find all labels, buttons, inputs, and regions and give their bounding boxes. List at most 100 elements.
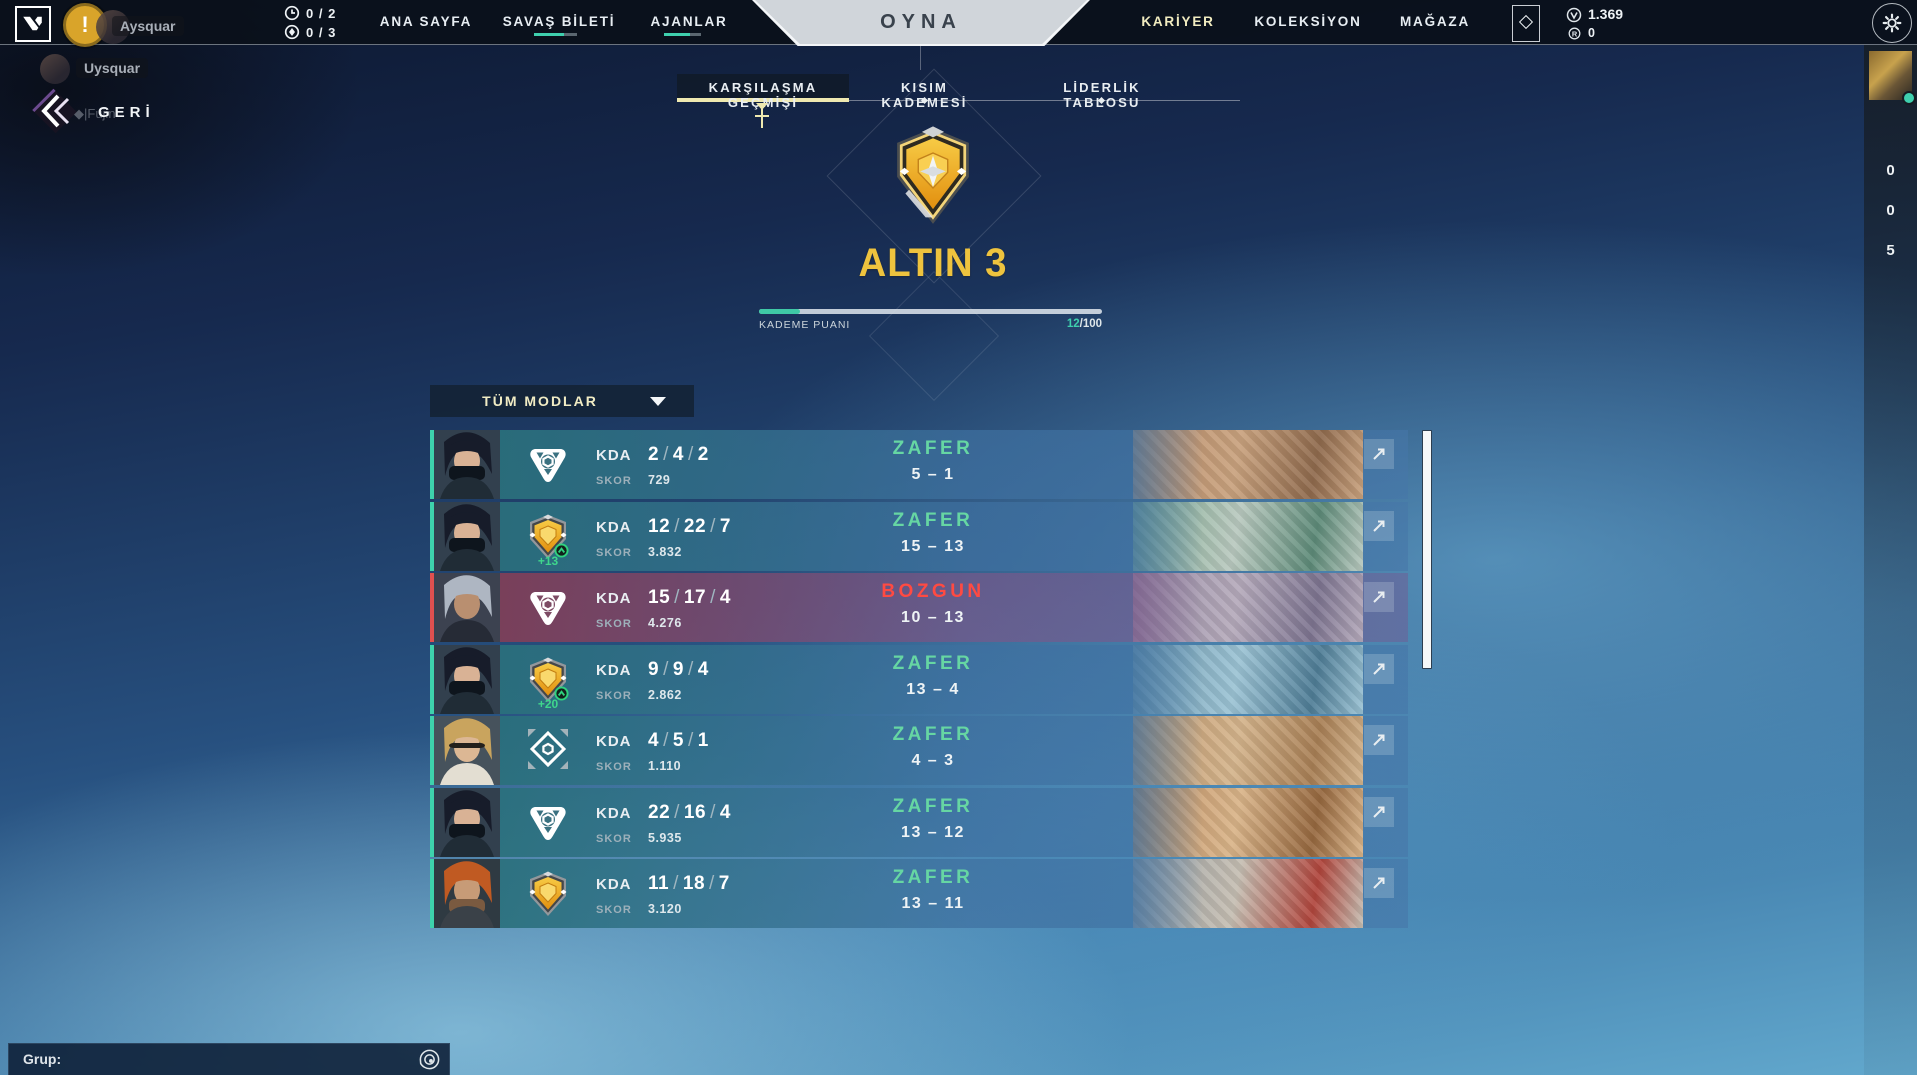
expand-match-button[interactable] (1364, 725, 1394, 755)
expand-match-button[interactable] (1364, 797, 1394, 827)
tab-leaderboard[interactable]: LİDERLİK TABLOSU (1063, 80, 1141, 110)
nav-koleksiyon[interactable]: KOLEKSİYON (1254, 14, 1362, 29)
expand-match-button[interactable] (1364, 868, 1394, 898)
party-bar[interactable]: Grup: (8, 1043, 450, 1075)
result-accent-bar (430, 716, 434, 785)
top-bar: ! Aysquar 0 / 2 0 / 3 ANA SAYFA SAVAŞ Bİ… (0, 0, 1917, 47)
result-accent-bar (430, 573, 434, 642)
target-icon (284, 24, 300, 40)
play-button[interactable]: OYNA (755, 0, 1087, 44)
back-button[interactable]: ◆|Fujin GERİ (30, 88, 230, 138)
expand-match-button[interactable] (1364, 654, 1394, 684)
tab-pointer-bar (755, 115, 769, 117)
card-diamond (1518, 14, 1534, 30)
agent-avatar (434, 788, 500, 857)
match-score: 13 – 12 (901, 824, 965, 841)
tab-selected-bg (677, 74, 849, 101)
nav-savas-bileti[interactable]: SAVAŞ BİLETİ (502, 14, 616, 29)
match-score: 10 – 13 (901, 609, 965, 626)
online-status-dot (1902, 91, 1916, 105)
mode-tri-icon (526, 441, 570, 489)
rank-progress-track (759, 309, 1102, 314)
tab-pointer-stem (761, 109, 763, 128)
mode-filter-label: TÜM MODLAR (482, 393, 598, 409)
match-result: ZAFER (892, 438, 974, 459)
list-scrollbar[interactable] (1422, 430, 1432, 669)
result-accent-bar (430, 859, 434, 928)
map-thumbnail (1133, 502, 1363, 571)
overlay-name-aysquar: Aysquar (112, 16, 184, 36)
map-thumbnail (1133, 716, 1363, 785)
expand-match-button[interactable] (1364, 582, 1394, 612)
player-card-icon[interactable] (1512, 5, 1540, 42)
daily-mission-counter: 0 / 2 (306, 6, 337, 21)
chevron-down-icon (650, 397, 666, 406)
back-label: GERİ (98, 104, 155, 121)
mode-tri-icon (526, 584, 570, 632)
nav-ajanlar[interactable]: AJANLAR (650, 14, 728, 29)
settings-button[interactable] (1872, 3, 1912, 43)
party-label: Grup: (23, 1051, 62, 1067)
match-result: ZAFER (892, 653, 974, 674)
alert-exclamation: ! (81, 12, 89, 37)
agent-avatar (434, 645, 500, 714)
kda-label: KDA (596, 447, 632, 464)
social-count-requests[interactable]: 0 (1886, 202, 1895, 219)
rank-name: ALTIN 3 (858, 241, 1008, 285)
nav-kariyer[interactable]: KARİYER (1141, 14, 1215, 29)
expand-match-button[interactable] (1364, 439, 1394, 469)
match-score: 5 – 1 (911, 466, 955, 483)
social-count-online[interactable]: 0 (1886, 162, 1895, 179)
match-result: ZAFER (892, 510, 974, 531)
valorant-logo[interactable] (15, 6, 51, 42)
match-result: ZAFER (892, 867, 974, 888)
agent-avatar (434, 502, 500, 571)
party-spiral-icon (418, 1048, 441, 1071)
match-score: 15 – 13 (901, 538, 965, 555)
nav-magaza[interactable]: MAĞAZA (1399, 14, 1471, 29)
rank-progress-value: 12/100 (1066, 318, 1102, 330)
rank-progress-label: KADEME PUANI (759, 319, 851, 331)
weekly-mission-counter: 0 / 3 (306, 25, 337, 40)
gear-icon (1882, 13, 1902, 33)
result-accent-bar (430, 430, 434, 499)
match-score: 4 – 3 (911, 752, 955, 769)
tab-pointer-icon (756, 103, 768, 110)
match-result: ZAFER (892, 796, 974, 817)
expand-match-button[interactable] (1364, 511, 1394, 541)
match-score: 13 – 11 (901, 895, 965, 912)
match-score: 13 – 4 (906, 681, 960, 698)
spike-mode-icon (526, 727, 570, 775)
social-count-offline[interactable]: 5 (1886, 242, 1895, 259)
expand-icon (1371, 589, 1387, 605)
result-accent-bar (430, 788, 434, 857)
match-result: BOZGUN (881, 581, 985, 602)
mode-filter-dropdown[interactable]: TÜM MODLAR (430, 385, 694, 417)
agent-avatar (434, 573, 500, 642)
deco-diamond-small (868, 270, 1000, 402)
tab-match-history[interactable]: KARŞILAŞMA GEÇMİŞİ (708, 80, 818, 110)
result-accent-bar (430, 502, 434, 571)
skor-label: SKOR (596, 475, 632, 487)
expand-icon (1371, 732, 1387, 748)
expand-icon (1371, 875, 1387, 891)
valorant-points-icon (1566, 7, 1582, 23)
mode-tri-icon (526, 799, 570, 847)
agent-avatar (434, 716, 500, 785)
rank-emblem-gold (897, 126, 969, 224)
overlay-avatar-uysquar (40, 54, 70, 84)
agent-avatar (434, 859, 500, 928)
rp-balance: 0 (1588, 26, 1595, 40)
expand-icon (1371, 804, 1387, 820)
map-thumbnail (1133, 645, 1363, 714)
nav-ana-sayfa[interactable]: ANA SAYFA (379, 14, 473, 29)
agents-progress-underline (664, 33, 701, 36)
